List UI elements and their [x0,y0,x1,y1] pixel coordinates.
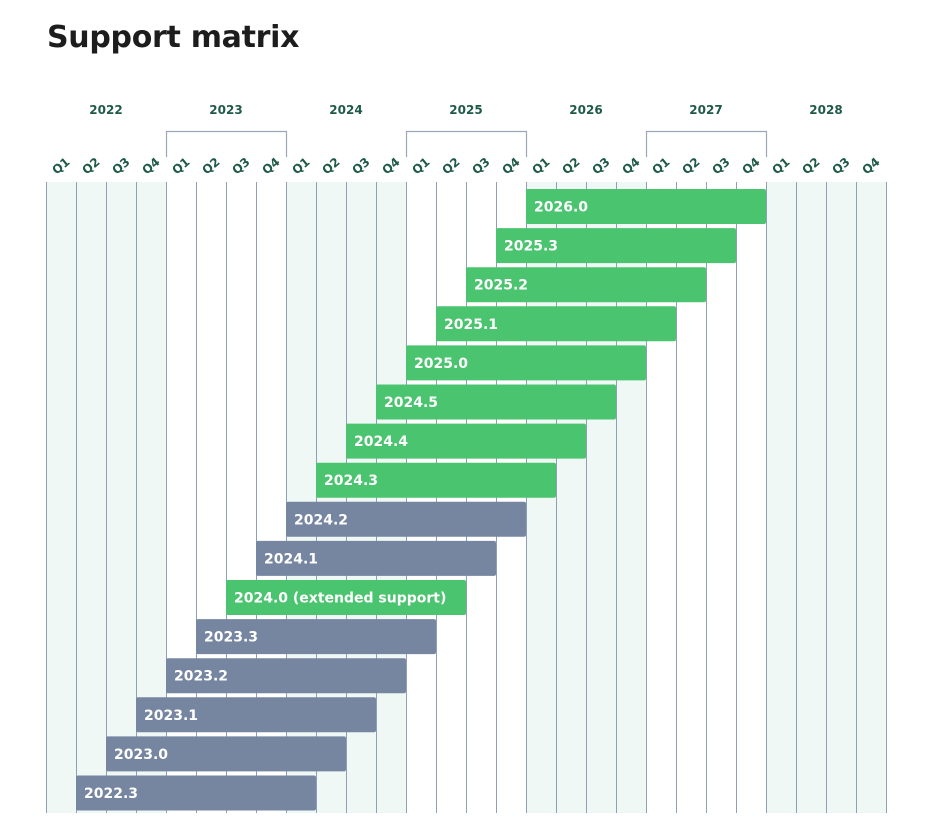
quarter-label: Q3 [229,155,252,178]
release-bar [526,189,766,224]
release-bar [466,267,706,303]
year-label: 2028 [809,103,842,117]
quarter-label: Q2 [679,155,702,178]
release-bar [166,658,406,694]
release-bar-label: 2024.0 (extended support) [234,591,446,607]
release-bar [136,697,376,733]
quarter-label: Q2 [79,155,102,178]
quarter-label: Q3 [109,155,132,178]
release-bar-label: 2025.1 [444,317,498,333]
release-bar-label: 2024.5 [384,395,438,411]
quarter-label: Q1 [769,155,792,178]
quarter-label: Q1 [529,155,552,178]
release-bar [76,775,316,811]
release-bar [286,501,526,537]
release-bar [316,462,556,498]
release-bar [346,423,586,459]
release-bar-label: 2024.3 [324,473,378,489]
year-label: 2024 [329,103,362,117]
release-bar [226,580,466,615]
release-bar [406,345,646,381]
release-bar-label: 2023.2 [174,669,228,685]
quarter-label: Q2 [199,155,222,178]
release-bar-label: 2023.0 [114,747,168,763]
quarter-label: Q2 [439,155,462,178]
quarter-label: Q3 [349,155,372,178]
quarter-label: Q4 [259,155,282,178]
release-bars: 2026.0 2025.3 2025.2 2025.1 2025.0 2024.5 2024… [76,189,766,811]
quarter-label: Q1 [649,155,672,178]
year-label: 2026 [569,103,602,117]
release-bar-label: 2023.3 [204,630,258,646]
year-label: 2023 [209,103,242,117]
release-bar [256,540,496,576]
year-bracket [645,130,768,157]
quarter-label: Q4 [499,155,522,178]
release-bar [106,736,346,772]
year-label: 2027 [689,103,722,117]
release-bar-label: 2025.2 [474,278,528,294]
release-bar-label: 2024.1 [264,551,318,567]
year-bracket [405,130,528,157]
year-labels: 2022 2023 2024 2025 2026 2027 2028 [89,103,842,117]
quarter-label: Q2 [559,155,582,178]
quarter-label: Q4 [859,155,882,178]
release-bar [436,306,676,342]
release-bar-label: 2024.4 [354,434,408,450]
quarter-label: Q3 [829,155,852,178]
quarter-label: Q3 [469,155,492,178]
quarter-label: Q1 [169,155,192,178]
release-bar-label: 2025.0 [414,356,468,372]
quarter-label: Q3 [589,155,612,178]
quarter-label: Q4 [619,155,642,178]
quarter-label: Q2 [319,155,342,178]
quarter-labels: Q1 Q2 Q3 Q4 Q1 Q2 Q3 Q4 Q1 Q2 Q3 Q4 Q1 Q2 Q3 Q4 Q1 Q2 Q3 Q4… [49,155,882,178]
release-bar-label: 2024.2 [294,512,348,528]
quarter-label: Q4 [139,155,162,178]
release-bar-label: 2026.0 [534,200,588,216]
quarter-label: Q2 [799,155,822,178]
quarter-label: Q1 [49,155,72,178]
year-label: 2022 [89,103,122,117]
release-bar [376,384,616,420]
release-bar [496,228,736,264]
release-bar [196,619,436,655]
quarter-label: Q4 [379,155,402,178]
quarter-label: Q1 [289,155,312,178]
quarter-label: Q1 [409,155,432,178]
year-label: 2025 [449,103,482,117]
release-bar-label: 2025.3 [504,239,558,255]
release-bar-label: 2023.1 [144,708,198,724]
page-title: Support matrix [47,20,300,55]
quarter-label: Q4 [739,155,762,178]
quarter-label: Q3 [709,155,732,178]
year-brackets [165,130,768,157]
release-bar-label: 2022.3 [84,786,138,802]
year-bracket [165,130,288,157]
